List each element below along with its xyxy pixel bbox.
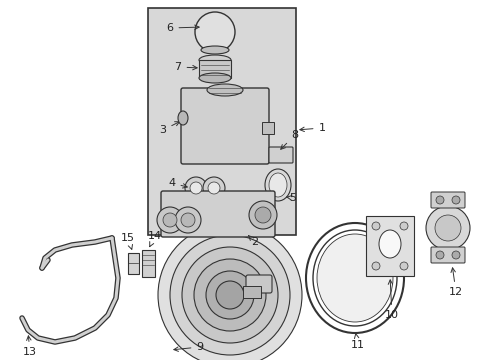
- Circle shape: [195, 12, 235, 52]
- Circle shape: [182, 247, 278, 343]
- Ellipse shape: [178, 111, 187, 125]
- Ellipse shape: [268, 173, 286, 197]
- Text: 8: 8: [280, 130, 298, 149]
- Circle shape: [203, 177, 224, 199]
- Ellipse shape: [316, 234, 392, 322]
- Circle shape: [184, 177, 206, 199]
- Circle shape: [399, 262, 407, 270]
- FancyBboxPatch shape: [262, 122, 273, 134]
- Circle shape: [371, 222, 379, 230]
- FancyBboxPatch shape: [127, 252, 138, 274]
- Text: 3: 3: [159, 122, 179, 135]
- Circle shape: [425, 206, 469, 250]
- FancyBboxPatch shape: [161, 191, 274, 237]
- Circle shape: [205, 271, 253, 319]
- Circle shape: [175, 207, 201, 233]
- Text: 5: 5: [286, 193, 296, 203]
- Circle shape: [434, 215, 460, 241]
- FancyBboxPatch shape: [365, 216, 413, 276]
- Circle shape: [435, 251, 443, 259]
- FancyBboxPatch shape: [181, 88, 268, 164]
- Text: 10: 10: [384, 280, 398, 320]
- Text: 7: 7: [174, 62, 197, 72]
- FancyBboxPatch shape: [243, 286, 261, 298]
- FancyBboxPatch shape: [141, 249, 154, 276]
- Text: 6: 6: [166, 23, 199, 33]
- Text: 1: 1: [299, 123, 325, 133]
- Ellipse shape: [378, 230, 400, 258]
- Ellipse shape: [199, 55, 230, 65]
- Circle shape: [451, 251, 459, 259]
- Ellipse shape: [206, 84, 243, 96]
- FancyBboxPatch shape: [268, 147, 292, 163]
- FancyBboxPatch shape: [245, 275, 271, 293]
- FancyBboxPatch shape: [430, 247, 464, 263]
- Text: 14: 14: [148, 231, 162, 247]
- Circle shape: [451, 196, 459, 204]
- FancyBboxPatch shape: [199, 60, 230, 78]
- Text: 2: 2: [248, 235, 258, 247]
- Circle shape: [181, 213, 195, 227]
- Ellipse shape: [199, 73, 230, 83]
- Circle shape: [248, 201, 276, 229]
- Circle shape: [194, 259, 265, 331]
- Text: 9: 9: [174, 342, 203, 352]
- Ellipse shape: [201, 46, 228, 54]
- Circle shape: [207, 182, 220, 194]
- FancyBboxPatch shape: [430, 192, 464, 208]
- Text: 15: 15: [121, 233, 135, 249]
- FancyBboxPatch shape: [148, 8, 295, 235]
- Text: 12: 12: [448, 268, 462, 297]
- Circle shape: [190, 182, 202, 194]
- Circle shape: [435, 196, 443, 204]
- Text: 11: 11: [350, 334, 364, 350]
- Circle shape: [158, 223, 302, 360]
- Circle shape: [170, 235, 289, 355]
- Circle shape: [216, 281, 244, 309]
- Circle shape: [254, 207, 270, 223]
- Circle shape: [371, 262, 379, 270]
- Text: 4: 4: [168, 178, 187, 188]
- Text: 13: 13: [23, 336, 37, 357]
- Circle shape: [399, 222, 407, 230]
- Circle shape: [163, 213, 177, 227]
- Circle shape: [157, 207, 183, 233]
